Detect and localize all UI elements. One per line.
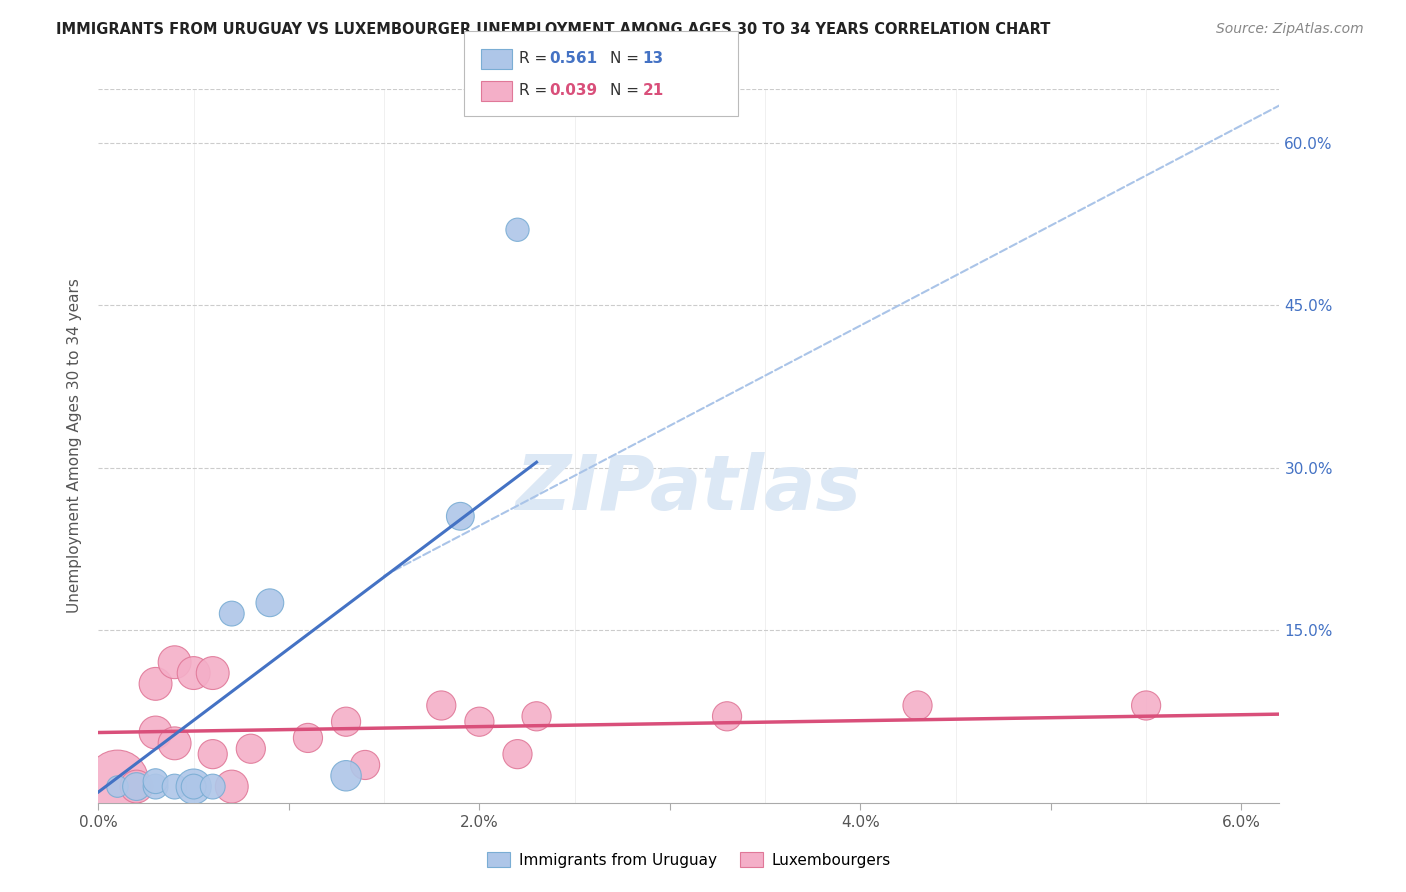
Point xyxy=(259,596,281,610)
Text: Source: ZipAtlas.com: Source: ZipAtlas.com xyxy=(1216,22,1364,37)
Point xyxy=(335,714,357,729)
Point xyxy=(145,774,167,789)
Text: N =: N = xyxy=(610,84,644,98)
Point xyxy=(506,747,529,761)
Text: 13: 13 xyxy=(643,52,664,66)
Point xyxy=(430,698,453,713)
Text: 0.039: 0.039 xyxy=(550,84,598,98)
Point xyxy=(145,780,167,794)
Text: R =: R = xyxy=(519,84,553,98)
Point xyxy=(354,758,377,772)
Point xyxy=(907,698,929,713)
Text: IMMIGRANTS FROM URUGUAY VS LUXEMBOURGER UNEMPLOYMENT AMONG AGES 30 TO 34 YEARS C: IMMIGRANTS FROM URUGUAY VS LUXEMBOURGER … xyxy=(56,22,1050,37)
Y-axis label: Unemployment Among Ages 30 to 34 years: Unemployment Among Ages 30 to 34 years xyxy=(67,278,83,614)
Legend: Immigrants from Uruguay, Luxembourgers: Immigrants from Uruguay, Luxembourgers xyxy=(481,846,897,873)
Point xyxy=(163,780,186,794)
Point xyxy=(163,736,186,750)
Point xyxy=(716,709,738,723)
Point xyxy=(183,780,205,794)
Point xyxy=(201,780,224,794)
Text: N =: N = xyxy=(610,52,644,66)
Point xyxy=(335,769,357,783)
Point xyxy=(526,709,548,723)
Point xyxy=(125,780,148,794)
Point xyxy=(221,780,243,794)
Point xyxy=(145,725,167,739)
Point xyxy=(297,731,319,745)
Point xyxy=(201,747,224,761)
Text: 21: 21 xyxy=(643,84,664,98)
Point xyxy=(1135,698,1157,713)
Point xyxy=(145,677,167,691)
Point xyxy=(239,741,262,756)
Point xyxy=(201,666,224,681)
Point xyxy=(449,509,471,524)
Text: 0.561: 0.561 xyxy=(550,52,598,66)
Point xyxy=(468,714,491,729)
Point xyxy=(221,607,243,621)
Point xyxy=(506,223,529,237)
Point xyxy=(107,780,129,794)
Point xyxy=(107,774,129,789)
Text: R =: R = xyxy=(519,52,553,66)
Point xyxy=(183,666,205,681)
Point xyxy=(125,780,148,794)
Text: ZIPatlas: ZIPatlas xyxy=(516,452,862,525)
Point xyxy=(183,780,205,794)
Point xyxy=(163,655,186,669)
